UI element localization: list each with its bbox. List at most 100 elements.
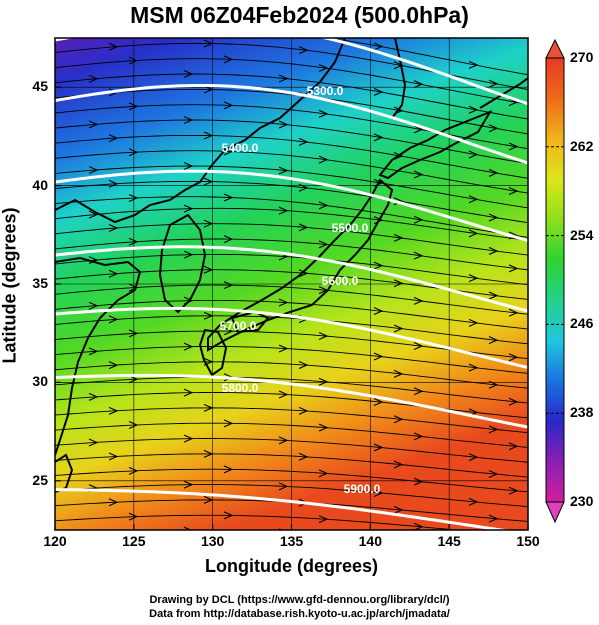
streamline-arrow [128,102,139,111]
streamline-arrow [183,204,194,213]
streamline-arrow [183,388,194,397]
contour-label: 5700.0 [220,319,257,333]
chart-title: MSM 06Z04Feb2024 (500.0hPa) [130,2,469,28]
contour-label: 5400.0 [222,141,259,155]
streamline-arrow [183,526,192,530]
streamline-arrow [88,210,99,219]
streamline-arrow [223,511,234,520]
streamline-arrow [413,170,424,179]
contour-line [55,169,528,243]
streamline-arrow [468,195,479,204]
streamline-arrow [128,283,139,292]
streamline-arrow [298,361,309,370]
streamline-arrow [393,505,404,514]
x-tick-label: 125 [122,533,146,549]
streamline-arrow [468,453,479,462]
streamline-arrow [393,197,404,206]
streamline-arrow [278,344,289,353]
streamline-arrow [508,264,519,273]
streamline-arrow [508,187,519,196]
height-contours [55,38,528,530]
streamline-arrow [468,497,479,506]
streamline-arrow [128,512,139,521]
streamline-arrow [183,250,194,259]
streamline-arrow [298,406,309,415]
colorbar-tick-label: 238 [570,404,594,421]
streamline-arrow [393,415,404,424]
streamline-arrow [393,233,404,242]
streamline [55,73,528,120]
axis-ticks [54,86,529,530]
streamline-arrow [318,377,329,386]
colorbar-ticks [546,57,564,503]
streamline [55,58,528,105]
streamline-arrow [373,133,384,142]
streamline-arrow [203,495,214,504]
streamline-arrow [223,55,234,64]
streamline-arrow [468,229,479,238]
streamline [55,238,528,271]
streamline-arrow [128,148,139,157]
contour-label: 5600.0 [322,274,359,288]
streamline-arrow [413,522,424,530]
streamline-arrow [108,134,119,143]
streamline-arrow [508,308,519,317]
streamline-arrow [318,331,329,340]
streamline-arrow [393,324,404,333]
streamline-arrow [413,432,424,441]
streamline-arrow [413,80,424,89]
streamline-arrow [373,397,384,407]
streamline-arrow [413,477,424,486]
coastline-asia-mainland [55,38,346,224]
footer-credit-data: Data from http://database.rish.kyoto-u.a… [149,608,450,620]
streamline-arrow [223,327,234,336]
footer-credit-dcl: Drawing by DCL (https://www.gfd-dennou.o… [149,594,450,606]
streamline-arrow [278,74,289,83]
streamline-arrow [203,219,214,228]
streamline-arrow [278,166,289,175]
streamline-arrow [468,274,479,283]
x-tick-label: 150 [516,533,540,549]
streamline [55,165,528,209]
streamline-arrow [183,116,194,125]
streamline-arrow [469,543,477,550]
streamline-arrow [318,469,329,478]
streamline [55,315,528,345]
streamline [55,284,528,315]
streamline-arrow [318,423,329,432]
streamline-arrow [203,131,214,140]
colorbar-tick-label: 262 [570,137,594,154]
streamline-arrow [128,421,139,430]
streamline [55,407,528,434]
streamline-arrow [488,514,499,523]
streamline-arrow [298,46,309,55]
contour-line [55,373,528,429]
streamline [55,88,528,135]
streamline-arrow [508,486,519,495]
streamline-arrow [508,142,519,151]
contour-line [55,38,528,106]
streamline-arrow [223,101,234,110]
streamline-arrow [108,406,119,415]
streamline-arrow [468,105,479,114]
streamline-arrow [298,183,309,192]
streamline-arrow [508,442,519,451]
streamline-arrow [488,470,499,479]
streamline-arrow [128,466,139,475]
streamline-arrow [223,193,234,202]
streamline [55,422,528,448]
streamline [55,484,528,508]
streamline-arrow [88,347,99,356]
streamline-arrow [298,452,309,461]
streamline-arrow [88,392,99,401]
streamline-arrow [373,443,384,452]
streamline [55,346,528,374]
streamline-arrow [488,79,499,88]
contour-label: 5800.0 [222,381,259,395]
contour-labels: 5300.0 5400.0 5500.0 5600.0 5700.0 5800.0 5900… [220,84,381,496]
streamline-arrow [298,223,309,232]
streamline-arrow [318,64,329,73]
streamline-arrow [88,74,99,83]
colorbar-top-cap [545,38,565,59]
streamline-arrow [488,425,499,434]
